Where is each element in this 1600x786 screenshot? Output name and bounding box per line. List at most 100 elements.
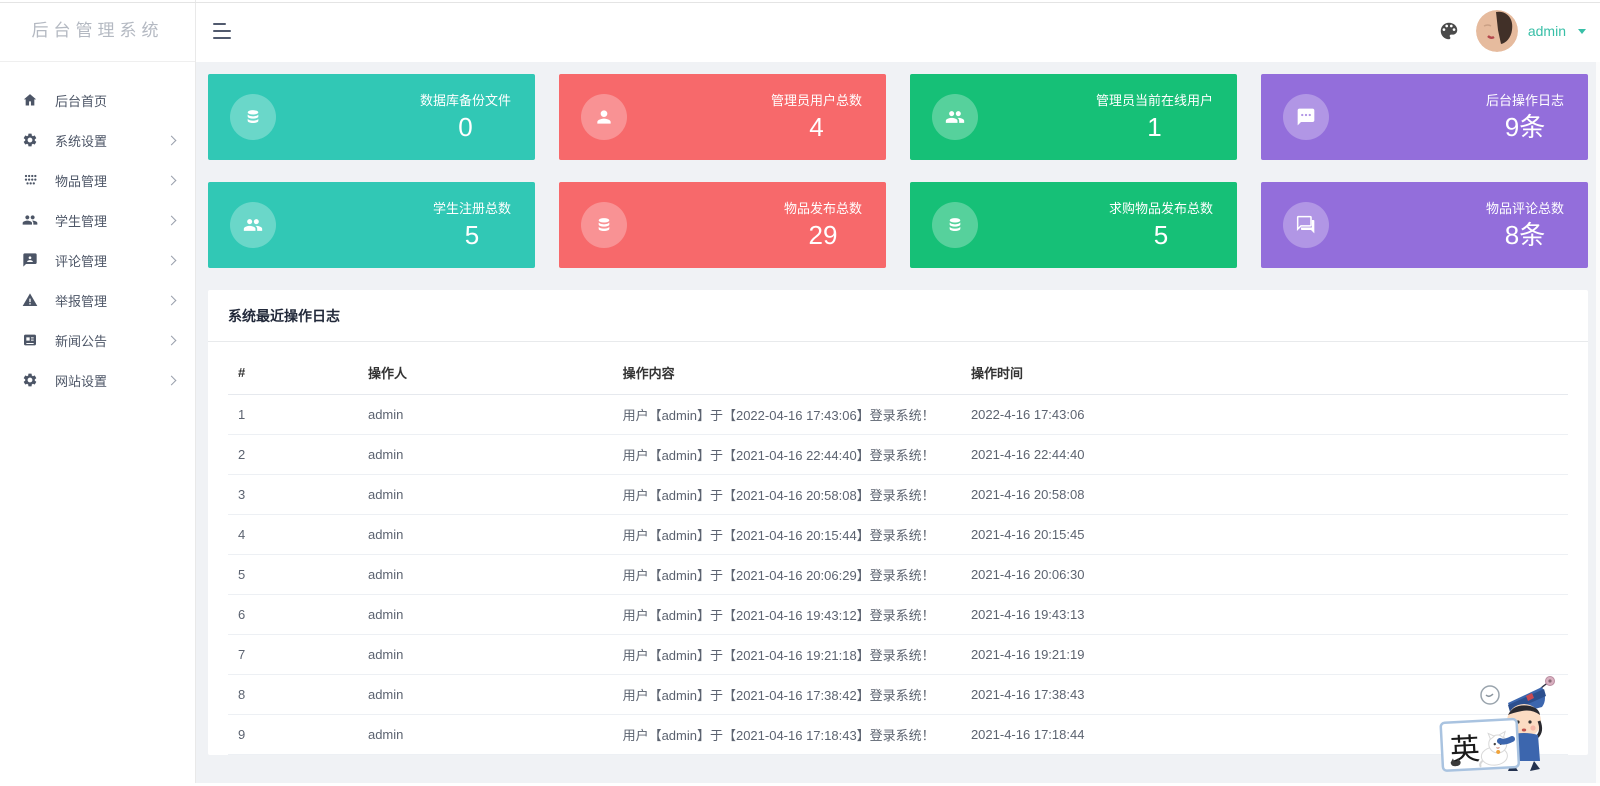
sidebar: 后台管理系统 后台首页 系统设置 物品管理 学生管理 评论管理 — [0, 0, 196, 783]
sidebar-item-site-settings[interactable]: 网站设置 — [0, 360, 195, 400]
stat-card-value: 1 — [1147, 112, 1162, 142]
column-header-operator: 操作人 — [357, 351, 613, 395]
chevron-right-icon — [166, 335, 177, 345]
cell-time: 2021-4-16 17:38:43 — [960, 674, 1568, 715]
gear-icon — [22, 132, 38, 148]
stat-card-wanted-total: 求购物品发布总数 5 — [910, 182, 1237, 268]
home-icon — [22, 92, 38, 108]
cell-time: 2021-4-16 20:06:30 — [960, 554, 1568, 595]
sidebar-item-home[interactable]: 后台首页 — [0, 80, 195, 120]
stat-card-label: 物品评论总数 — [1485, 201, 1564, 216]
warning-icon — [22, 292, 38, 308]
cell-operator: admin — [357, 634, 613, 675]
cell-content: 用户【admin】于【2021-04-16 19:43:12】登录系统！ — [612, 594, 961, 635]
stat-card-value: 4 — [809, 112, 824, 142]
cell-content: 用户【admin】于【2021-04-16 22:44:40】登录系统！ — [612, 434, 961, 475]
sidebar-item-students[interactable]: 学生管理 — [0, 200, 195, 240]
grid-icon — [22, 172, 38, 188]
chevron-right-icon — [166, 255, 177, 265]
cell-time: 2021-4-16 19:21:19 — [960, 634, 1568, 675]
stat-card-admin-total: 管理员用户总数 4 — [559, 74, 886, 160]
table-row: 1 admin 用户【admin】于【2022-04-16 17:43:06】登… — [228, 394, 1568, 435]
cell-content: 用户【admin】于【2021-04-16 20:06:29】登录系统！ — [612, 554, 961, 595]
stat-card-operation-logs: 后台操作日志 9条 — [1261, 74, 1588, 160]
table-header-row: # 操作人 操作内容 操作时间 — [228, 351, 1568, 395]
stat-card-label: 管理员当前在线用户 — [1095, 93, 1213, 108]
people-icon — [22, 212, 38, 228]
chevron-right-icon — [166, 375, 177, 385]
cell-operator: admin — [357, 714, 613, 755]
database-icon — [581, 202, 627, 248]
menu-toggle-button[interactable] — [213, 23, 235, 39]
caret-down-icon — [1578, 28, 1586, 34]
column-header-content: 操作内容 — [612, 351, 961, 395]
cell-index: 1 — [228, 394, 358, 435]
chat-icon — [1283, 202, 1329, 248]
sidebar-item-label: 后台首页 — [55, 93, 108, 109]
cell-operator: admin — [357, 434, 613, 475]
stat-card-comment-total: 物品评论总数 8条 — [1261, 182, 1588, 268]
page-top-border — [0, 2, 1600, 3]
cell-index: 7 — [228, 634, 358, 675]
chevron-right-icon — [166, 135, 177, 145]
cell-content: 用户【admin】于【2021-04-16 19:21:18】登录系统！ — [612, 634, 961, 675]
cell-operator: admin — [357, 594, 613, 635]
database-icon — [932, 202, 978, 248]
table-row: 6 admin 用户【admin】于【2021-04-16 19:43:12】登… — [228, 594, 1568, 635]
stat-card-label: 求购物品发布总数 — [1108, 201, 1213, 216]
stat-card-value: 9条 — [1504, 112, 1546, 142]
stat-card-value: 0 — [458, 112, 473, 142]
username-label: admin — [1527, 23, 1566, 39]
cat-illustration — [1479, 730, 1508, 768]
cell-index: 3 — [228, 474, 358, 515]
cell-content: 用户【admin】于【2021-04-16 17:18:43】登录系统！ — [612, 714, 961, 755]
stat-card-value: 5 — [464, 220, 480, 250]
main-content: 数据库备份文件 0 管理员用户总数 4 管理员当前在线用户 1 — [196, 62, 1600, 783]
cell-time: 2021-4-16 19:43:13 — [960, 594, 1568, 635]
stat-card-admin-online: 管理员当前在线用户 1 — [910, 74, 1237, 160]
stat-card-student-total: 学生注册总数 5 — [208, 182, 535, 268]
scrollbar-track[interactable] — [1596, 62, 1600, 783]
user-icon — [581, 94, 627, 140]
sidebar-item-label: 系统设置 — [55, 133, 108, 149]
speech-bubble-icon — [1480, 685, 1500, 705]
cell-content: 用户【admin】于【2021-04-16 20:58:08】登录系统！ — [612, 474, 961, 515]
avatar — [1475, 10, 1518, 52]
cell-index: 5 — [228, 554, 358, 595]
sidebar-item-system-settings[interactable]: 系统设置 — [0, 120, 195, 160]
cell-content: 用户【admin】于【2021-04-16 17:38:42】登录系统！ — [612, 674, 961, 715]
cell-operator: admin — [357, 394, 613, 435]
sidebar-item-goods[interactable]: 物品管理 — [0, 160, 195, 200]
hamburger-icon — [213, 23, 226, 25]
palette-icon — [1440, 22, 1458, 40]
theme-palette-button[interactable] — [1438, 20, 1460, 42]
comment-icon — [22, 252, 38, 268]
cell-operator: admin — [357, 474, 613, 515]
cell-index: 4 — [228, 514, 358, 555]
table-row: 7 admin 用户【admin】于【2021-04-16 19:21:18】登… — [228, 634, 1568, 675]
stat-card-label: 学生注册总数 — [432, 201, 511, 216]
cell-index: 9 — [228, 714, 358, 755]
sidebar-item-reports[interactable]: 举报管理 — [0, 280, 195, 320]
sidebar-menu: 后台首页 系统设置 物品管理 学生管理 评论管理 举报管理 — [0, 62, 195, 400]
stat-card-value: 8条 — [1504, 220, 1546, 250]
chevron-right-icon — [166, 175, 177, 185]
database-icon — [230, 94, 276, 140]
stat-card-value: 5 — [1153, 220, 1169, 250]
cell-index: 6 — [228, 594, 358, 635]
table-row: 3 admin 用户【admin】于【2021-04-16 20:58:08】登… — [228, 474, 1568, 515]
mascot-widget[interactable]: 英 — [1438, 669, 1564, 781]
table-row: 5 admin 用户【admin】于【2021-04-16 20:06:29】登… — [228, 554, 1568, 595]
panel-title: 系统最近操作日志 — [208, 290, 1588, 342]
people-icon — [932, 94, 978, 140]
sidebar-item-label: 评论管理 — [55, 253, 108, 269]
user-menu[interactable]: admin — [1475, 10, 1586, 52]
sidebar-item-label: 新闻公告 — [55, 333, 108, 349]
sidebar-item-news[interactable]: 新闻公告 — [0, 320, 195, 360]
app-logo: 后台管理系统 — [0, 0, 195, 62]
sidebar-item-label: 网站设置 — [55, 373, 108, 389]
table-row: 9 admin 用户【admin】于【2021-04-16 17:18:43】登… — [228, 714, 1568, 755]
sidebar-item-comments[interactable]: 评论管理 — [0, 240, 195, 280]
chevron-right-icon — [166, 215, 177, 225]
cell-time: 2022-4-16 17:43:06 — [960, 394, 1568, 435]
